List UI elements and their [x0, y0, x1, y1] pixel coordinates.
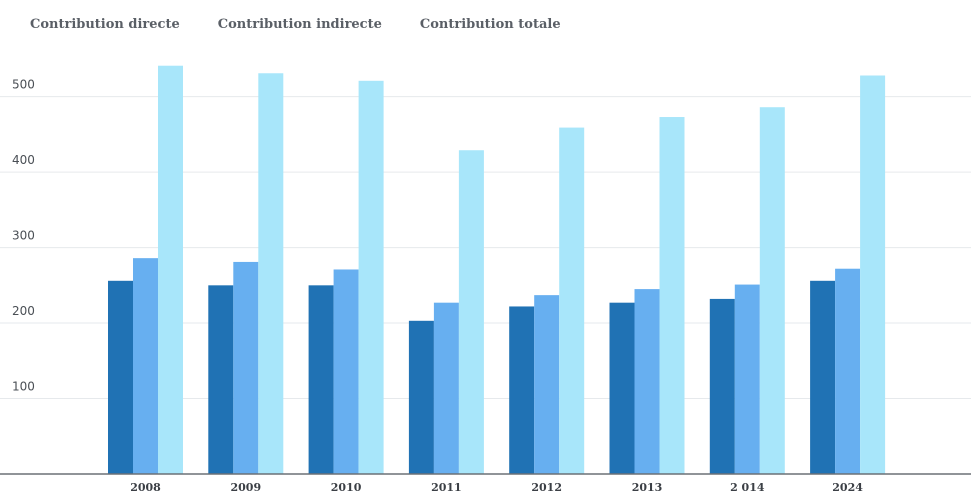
bar-contribution-indirecte-2011 — [433, 302, 459, 474]
bar-contribution-indirecte-2013 — [634, 289, 660, 474]
bar-contribution-totale-2011 — [458, 150, 484, 474]
legend-item-direct: Contribution directe — [30, 17, 180, 32]
bar-contribution-totale-2014 — [759, 107, 785, 475]
y-tick-label: 400 — [12, 153, 35, 167]
bar-contribution-totale-2009 — [258, 73, 284, 474]
bar-contribution-directe-2011 — [408, 320, 434, 474]
bar-contribution-totale-2010 — [358, 80, 384, 474]
y-tick-label: 500 — [12, 78, 35, 92]
bar-contribution-directe-2024 — [810, 280, 836, 474]
bar-contribution-indirecte-2009 — [233, 261, 259, 474]
bar-contribution-indirecte-2012 — [534, 295, 560, 474]
bar-contribution-directe-2012 — [509, 306, 535, 474]
bar-contribution-directe-2009 — [208, 285, 234, 474]
y-tick-label: 200 — [12, 304, 35, 318]
x-tick-label: 2011 — [431, 481, 462, 492]
x-tick-label: 2024 — [832, 481, 863, 492]
bar-contribution-indirecte-2010 — [333, 269, 359, 474]
bar-contribution-indirecte-2014 — [734, 284, 760, 474]
bar-contribution-totale-2012 — [559, 127, 585, 474]
bar-contribution-indirecte-2024 — [835, 268, 861, 474]
x-tick-label: 2010 — [331, 481, 362, 492]
x-tick-label: 2013 — [632, 481, 663, 492]
bar-contribution-directe-2013 — [609, 302, 635, 474]
legend-item-total: Contribution totale — [419, 17, 561, 32]
bar-contribution-totale-2024 — [860, 75, 886, 474]
bar-contribution-directe-2008 — [108, 280, 133, 474]
x-tick-label: 2008 — [130, 481, 161, 492]
x-tick-label: 2 014 — [730, 481, 765, 492]
legend-item-indirect: Contribution indirecte — [217, 17, 382, 32]
x-tick-label: 2009 — [230, 481, 261, 492]
x-tick-label: 2012 — [531, 481, 562, 492]
legend: Contribution directe Contribution indire… — [30, 17, 599, 32]
bar-contribution-totale-2013 — [659, 117, 685, 474]
bar-contribution-indirecte-2008 — [133, 258, 158, 474]
bar-contribution-totale-2008 — [158, 65, 183, 474]
bar-contribution-directe-2014 — [709, 298, 735, 474]
y-tick-label: 300 — [12, 229, 35, 243]
y-tick-label: 100 — [12, 380, 35, 394]
bar-contribution-directe-2010 — [308, 285, 334, 474]
